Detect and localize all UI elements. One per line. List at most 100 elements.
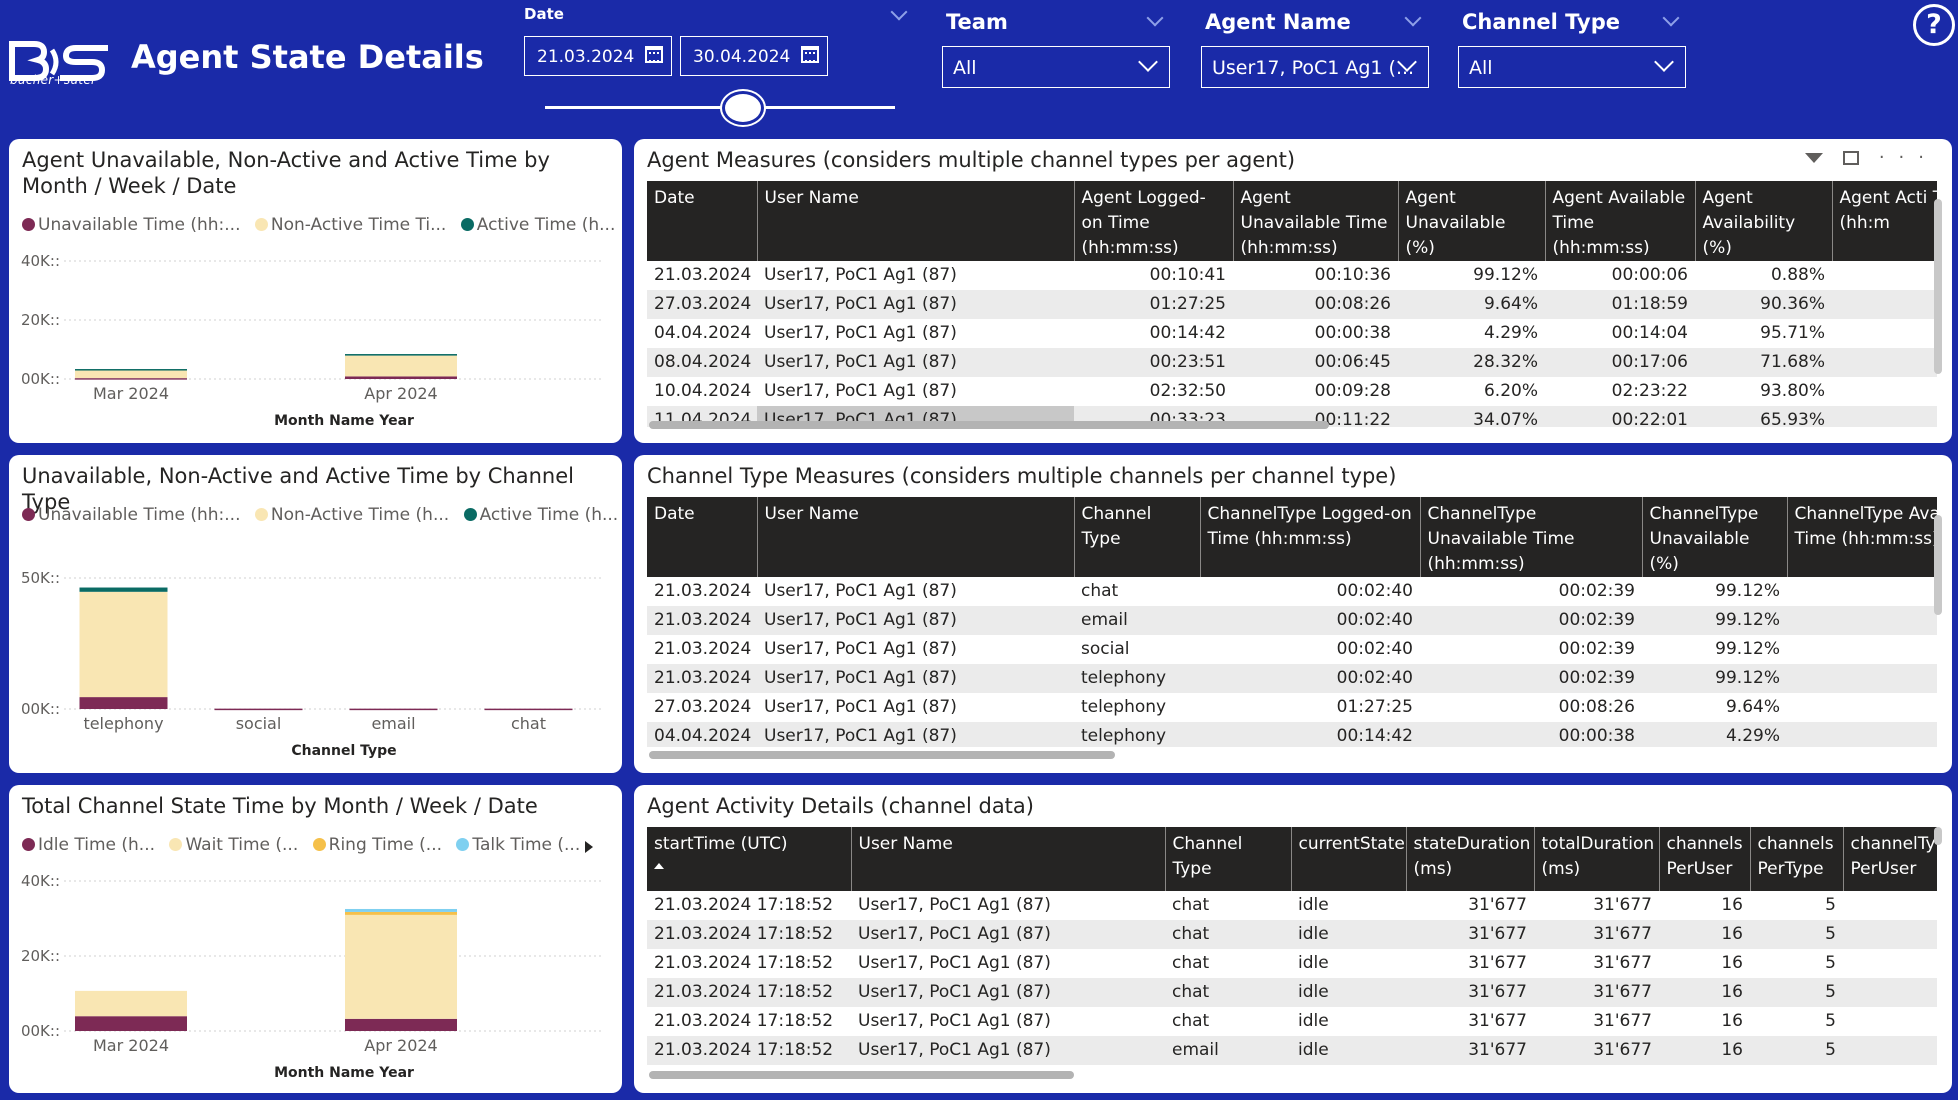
column-header[interactable]: Agent Unavailable (%) (1398, 181, 1546, 261)
table-cell: 01:18:59 (1545, 290, 1695, 319)
team-slicer-chevron-icon[interactable] (1146, 9, 1164, 27)
team-dropdown[interactable]: All (942, 46, 1170, 88)
column-header[interactable]: Date (647, 497, 758, 577)
column-header[interactable]: ChannelType Logged-on Time (hh:mm:ss) (1200, 497, 1421, 577)
table-row[interactable]: 21.03.2024 17:18:52 User17, PoC1 Ag1 (87)… (647, 1036, 1937, 1065)
legend-label: Unavailable Time (hh:... (38, 215, 241, 235)
table-cell: 31'677 (1593, 1011, 1652, 1031)
column-header[interactable]: startTime (UTC) (647, 827, 852, 891)
table-row[interactable]: 21.03.2024 User17, PoC1 Ag1 (87) 00:10:41 0… (647, 261, 1937, 290)
table-cell: telephony (1074, 722, 1200, 747)
table-row[interactable]: 27.03.2024 User17, PoC1 Ag1 (87) 01:27:25 0… (647, 290, 1937, 319)
vertical-scrollbar[interactable] (1934, 199, 1942, 374)
column-header[interactable]: totalDuration (ms) (1534, 827, 1660, 891)
table-cell: chat (1172, 1011, 1210, 1031)
column-header[interactable]: Agent Availability (%) (1695, 181, 1833, 261)
table-cell: 00 (1787, 664, 1937, 693)
column-header[interactable]: channels PerType (1750, 827, 1844, 891)
x-tick-label: telephony (83, 714, 163, 733)
focus-mode-icon[interactable] (1843, 151, 1860, 165)
table-row[interactable]: 21.03.2024 17:18:52 User17, PoC1 Ag1 (87)… (647, 1007, 1937, 1036)
column-header[interactable]: channelTy PerUser (1843, 827, 1937, 891)
table-title: Agent Activity Details (channel data) (647, 794, 1034, 818)
table-cell: chat (1172, 953, 1210, 973)
table-row[interactable]: 21.03.2024 User17, PoC1 Ag1 (87) chat 00:02… (647, 577, 1937, 606)
channel-type-bar-chart[interactable]: 50K::00K::telephony social email chatChanne… (9, 455, 622, 773)
legend-item[interactable]: Talk Time (... (456, 835, 580, 855)
calendar-icon[interactable] (801, 46, 819, 63)
table-row[interactable]: 08.04.2024 User17, PoC1 Ag1 (87) 00:23:51 0… (647, 348, 1937, 377)
vertical-scrollbar[interactable] (1934, 827, 1942, 845)
column-header[interactable]: ChannelType Unavailable Time (hh:mm:ss) (1420, 497, 1643, 577)
chart-legend: Idle Time (h... Wait Time (... Ring Time… (22, 835, 589, 855)
table-cell: 31'677 (1468, 953, 1527, 973)
vertical-scrollbar[interactable] (1934, 515, 1942, 615)
column-header[interactable]: Channel Type (1074, 497, 1201, 577)
legend-dot-icon (22, 218, 35, 231)
help-icon[interactable]: ? (1913, 4, 1955, 46)
legend-item[interactable]: Unavailable Time (hh:... (22, 505, 240, 525)
column-header[interactable]: User Name (757, 181, 1075, 261)
column-header[interactable]: Agent Available Time (hh:mm:ss) (1545, 181, 1696, 261)
legend-item[interactable]: Unavailable Time (hh:... (22, 215, 240, 235)
column-header[interactable]: Date (647, 181, 758, 261)
legend-item[interactable]: Ring Time (... (312, 835, 442, 855)
column-header[interactable]: Channel Type (1165, 827, 1292, 891)
table-cell: User17, PoC1 Ag1 (87) (764, 265, 957, 285)
sort-ascending-icon[interactable] (654, 863, 664, 869)
legend-item[interactable]: Non-Active Time Ti... (254, 215, 446, 235)
date-from-input[interactable]: 21.03.2024 (524, 36, 672, 76)
table-row[interactable]: 21.03.2024 17:18:52 User17, PoC1 Ag1 (87)… (647, 891, 1937, 920)
channel-slicer-chevron-icon[interactable] (1662, 9, 1680, 27)
legend-item[interactable]: Idle Time (h... (22, 835, 155, 855)
table-row[interactable]: 21.03.2024 17:18:52 User17, PoC1 Ag1 (87)… (647, 949, 1937, 978)
more-options-icon[interactable]: ··· (1878, 147, 1938, 168)
horizontal-scrollbar[interactable] (649, 751, 1115, 759)
horizontal-scrollbar[interactable] (649, 421, 1329, 429)
channel-type-dropdown[interactable]: All (1458, 46, 1686, 88)
table-row[interactable]: 10.04.2024 User17, PoC1 Ag1 (87) 02:32:50 0… (647, 377, 1937, 406)
legend-label: Idle Time (h... (38, 835, 156, 855)
column-header[interactable]: User Name (851, 827, 1166, 891)
column-header[interactable]: Agent Unavailable Time (hh:mm:ss) (1233, 181, 1399, 261)
table-cell: 00:09:28 (1314, 381, 1391, 401)
table-row[interactable]: 04.04.2024 User17, PoC1 Ag1 (87) 00:14:42 0… (647, 319, 1937, 348)
column-header[interactable]: Agent Logged-on Time (hh:mm:ss) (1074, 181, 1234, 261)
date-to-input[interactable]: 30.04.2024 (680, 36, 828, 76)
column-header[interactable]: Agent Acti Time (hh:m (1832, 181, 1937, 261)
agent-name-dropdown[interactable]: User17, PoC1 Ag1 (... (1201, 46, 1429, 88)
table-cell: 65.93% (1695, 406, 1832, 427)
legend-next-arrow-icon[interactable] (585, 841, 593, 853)
legend-item[interactable]: Active Time (h... (463, 505, 618, 525)
table-row[interactable]: 21.03.2024 17:18:52 User17, PoC1 Ag1 (87)… (647, 978, 1937, 1007)
column-header[interactable]: ChannelType Ava Time (hh:mm:ss) (1787, 497, 1937, 577)
table-row[interactable]: 04.04.2024 User17, PoC1 Ag1 (87) telephony… (647, 722, 1937, 747)
table-row[interactable]: 27.03.2024 User17, PoC1 Ag1 (87) telephony… (647, 693, 1937, 722)
date-slicer-chevron-icon[interactable] (890, 3, 908, 21)
column-header[interactable]: stateDuration (ms) (1406, 827, 1535, 891)
filter-icon[interactable] (1805, 153, 1824, 163)
table-row[interactable]: 21.03.2024 User17, PoC1 Ag1 (87) email 00:0… (647, 606, 1937, 635)
legend-item[interactable]: Non-Active Time (h... (254, 505, 449, 525)
table-cell: 16 (1721, 895, 1743, 915)
table-cell: 95.71% (1760, 323, 1825, 343)
horizontal-scrollbar[interactable] (649, 1071, 1074, 1079)
agent-slicer-chevron-icon[interactable] (1404, 9, 1422, 27)
column-header[interactable]: currentState (1291, 827, 1407, 891)
legend-item[interactable]: Wait Time (... (169, 835, 298, 855)
table-row[interactable]: 21.03.2024 User17, PoC1 Ag1 (87) telephony… (647, 664, 1937, 693)
date-slider-handle[interactable] (722, 91, 764, 125)
column-header[interactable]: channels PerUser (1659, 827, 1751, 891)
agent-activity-panel: Agent Activity Details (channel data) st… (634, 785, 1952, 1093)
table-cell: User17, PoC1 Ag1 (87) (858, 953, 1051, 973)
column-header[interactable]: ChannelType Unavailable (%) (1642, 497, 1788, 577)
legend-item[interactable]: Active Time (h... (460, 215, 615, 235)
date-range-slider[interactable] (545, 106, 895, 109)
table-row[interactable]: 21.03.2024 User17, PoC1 Ag1 (87) social 00:… (647, 635, 1937, 664)
column-header[interactable]: User Name (757, 497, 1075, 577)
date-slicer-label: Date (524, 5, 564, 23)
table-row[interactable]: 21.03.2024 17:18:52 User17, PoC1 Ag1 (87)… (647, 920, 1937, 949)
calendar-icon[interactable] (645, 46, 663, 63)
